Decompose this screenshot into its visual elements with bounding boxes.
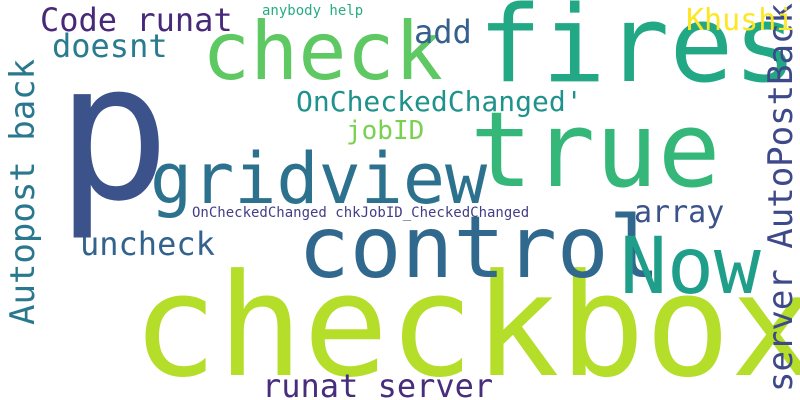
word-khushi: Khushi <box>686 3 795 38</box>
word-add: add <box>414 13 472 51</box>
word-code-runat: Code runat <box>40 1 233 39</box>
word-oncheckedchanged: OnCheckedChanged' <box>296 85 583 118</box>
word-gridview: gridview <box>150 138 488 220</box>
word-runat-server: runat server <box>262 367 494 400</box>
word-now: Now <box>620 222 761 312</box>
word-checkbox: checkbox <box>132 244 800 400</box>
word-p: p <box>56 22 171 243</box>
word-array: array <box>634 195 725 230</box>
word-jobid: jobID <box>346 116 425 146</box>
word-doesnt: doesnt <box>52 27 168 65</box>
word-server-autopostback: server AutoPostBack <box>761 3 800 392</box>
word-autopost-back: Autopost back <box>3 58 43 325</box>
word-anybody-help: anybody help <box>262 3 364 19</box>
word-fires: fires <box>478 0 798 106</box>
word-control: control <box>298 198 661 298</box>
word-oncheckedchanged-chkjobid: OnCheckedChanged chkJobID_CheckedChanged <box>192 205 530 221</box>
word-check: check <box>202 5 443 98</box>
word-true: true <box>470 89 721 211</box>
word-uncheck: uncheck <box>80 225 215 263</box>
